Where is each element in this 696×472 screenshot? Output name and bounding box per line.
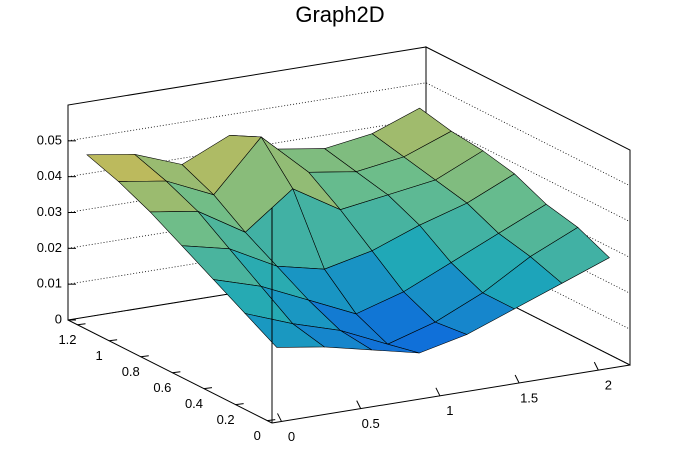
grid-line [67,225,631,330]
z-tick-label: 0.05 [37,132,62,147]
x-tick [435,387,441,397]
y-tick-label: 0.4 [185,396,203,411]
y-tick-label: 1.2 [58,332,76,347]
y-tick [77,323,86,326]
x-tick-label: 0 [288,429,295,444]
y-tick-label: 0 [254,428,261,443]
y-axis [67,319,273,424]
x-tick-label: 2 [605,378,612,393]
y-tick [235,403,244,406]
y-tick-label: 1 [95,348,102,363]
x-tick-label: 1.5 [520,390,538,405]
x-tick [356,400,362,409]
x-axis [271,364,631,424]
y-tick [109,339,118,342]
x-tick [514,374,520,384]
surface-cell [244,313,326,348]
y-tick [203,387,213,390]
x-tick [277,413,282,422]
grid-line [67,82,631,187]
y-tick-label: 0.8 [122,364,140,379]
y-tick [172,371,181,374]
z-tick-label: 0 [55,311,62,326]
z-tick-label: 0.02 [37,240,62,255]
y-tick-label: 0.6 [153,380,171,395]
y-tick-label: 0.2 [217,412,235,427]
z-tick-label: 0.01 [37,276,62,291]
z-tick-label: 0.03 [37,204,62,219]
z-tick-label: 0.04 [37,168,62,183]
y-tick [267,419,276,422]
x-tick-label: 1 [446,403,453,418]
y-tick [140,355,149,358]
chart-title: Graph2D [295,2,384,27]
grid-line [67,118,631,223]
x-tick-label: 0.5 [362,416,380,431]
x-tick [593,361,599,371]
grid-line [67,261,631,366]
